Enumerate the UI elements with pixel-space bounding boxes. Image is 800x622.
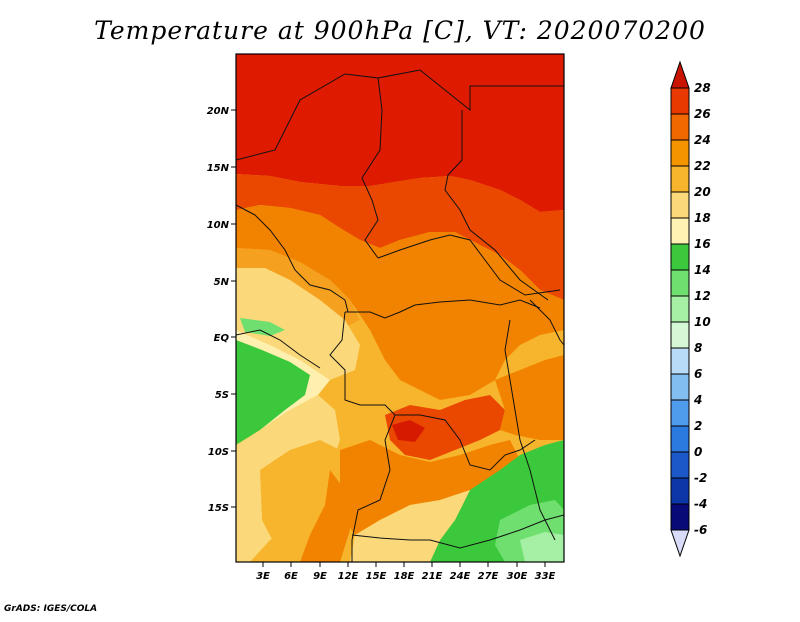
lon-ticks — [262, 562, 546, 567]
map-frame — [235, 53, 565, 563]
border-west-sahel — [236, 73, 383, 259]
lon-label: 18E — [394, 571, 415, 582]
colorbar-box — [670, 243, 690, 271]
zone-20-22-south — [260, 440, 345, 545]
zone-28-central — [392, 420, 425, 442]
border-equatorial — [345, 299, 541, 319]
colorbar-boxes — [670, 87, 690, 531]
colorbar-box — [670, 87, 690, 115]
colorbar-box — [670, 191, 690, 219]
colorbar-label: 18 — [694, 211, 711, 225]
border-car — [377, 234, 561, 296]
border-nigeria-cameroon — [236, 204, 349, 313]
zone-10-12-southeast — [520, 532, 564, 562]
zone-26-28 — [236, 174, 564, 300]
temperature-field — [236, 54, 564, 562]
colorbar-box — [670, 217, 690, 245]
lon-label: 21E — [422, 571, 443, 582]
lon-label: 6E — [284, 571, 298, 582]
border-gabon — [236, 329, 321, 369]
lon-label: 30E — [507, 571, 528, 582]
colorbar-box — [670, 373, 690, 401]
lat-ticks — [231, 109, 236, 508]
border-north — [377, 69, 564, 112]
lon-label: 9E — [313, 571, 327, 582]
footer-credit: GrADS: IGES/COLA — [4, 604, 98, 614]
zone-14-16-west — [236, 340, 310, 445]
colorbar-label: 0 — [694, 445, 702, 459]
colorbar-label: 8 — [694, 341, 702, 355]
zone-24-south — [340, 440, 520, 535]
colorbar-label: -6 — [694, 523, 707, 537]
lon-label: 33E — [535, 571, 556, 582]
zone-24-southwest — [300, 470, 350, 562]
lat-label: 10N — [207, 220, 230, 231]
border-east-africa — [529, 299, 564, 346]
zone-18-20 — [236, 268, 360, 380]
colorbar-box — [670, 425, 690, 453]
colorbar-box — [670, 139, 690, 167]
zone-18-20-southcentral — [350, 490, 470, 562]
lat-label: 5N — [214, 277, 230, 288]
colorbar-label: -2 — [694, 471, 707, 485]
lat-label: EQ — [214, 333, 230, 344]
lat-label: 15S — [208, 503, 229, 514]
colorbar-label: 14 — [694, 263, 711, 277]
border-drc-zambia — [395, 414, 536, 471]
zone-26-28-central — [385, 395, 505, 460]
lat-label: 15N — [207, 163, 230, 174]
lat-label: 20N — [207, 106, 230, 117]
colorbar-label: 24 — [694, 133, 711, 147]
colorbar-box — [670, 165, 690, 193]
lat-labels: 20N 15N 10N 5N EQ 5S 10S 15S — [207, 106, 230, 514]
colorbar-label: 12 — [694, 289, 711, 303]
lon-label: 12E — [338, 571, 359, 582]
border-south — [429, 514, 564, 549]
colorbar-bottom-arrow — [670, 529, 690, 558]
colorbar-label: -4 — [694, 497, 707, 511]
lon-labels: 3E 6E 9E 12E 15E 18E 21E 24E 27E 30E 33E — [256, 571, 555, 582]
lon-label: 27E — [478, 571, 499, 582]
colorbar-box — [670, 269, 690, 297]
lat-label: 10S — [208, 447, 229, 458]
country-borders — [236, 69, 564, 562]
border-angola — [329, 311, 396, 562]
colorbar-box — [670, 451, 690, 479]
border-lakes — [504, 319, 556, 541]
colorbar-label: 16 — [694, 237, 711, 251]
lon-label: 24E — [450, 571, 471, 582]
colorbar-box — [670, 295, 690, 323]
colorbar-box — [670, 113, 690, 141]
colorbar-box — [670, 399, 690, 427]
colorbar-label: 22 — [694, 159, 711, 173]
colorbar-top-arrow — [670, 60, 690, 89]
border-namibia — [351, 534, 430, 541]
colorbar-label: 28 — [694, 81, 711, 95]
colorbar-label: 2 — [694, 419, 702, 433]
colorbar-label: 10 — [694, 315, 711, 329]
zone-28-plus — [236, 54, 564, 212]
colorbar-box — [670, 321, 690, 349]
lat-label: 5S — [215, 390, 229, 401]
colorbar-label: 4 — [693, 393, 702, 407]
colorbar-box — [670, 477, 690, 505]
colorbar-box — [670, 503, 690, 531]
lon-label: 3E — [256, 571, 270, 582]
colorbar-label: 26 — [694, 107, 711, 121]
zone-24-26 — [236, 205, 564, 400]
zone-24-26-east — [495, 355, 564, 440]
colorbar-label: 6 — [694, 367, 702, 381]
border-chad-sudan — [444, 110, 549, 301]
map-title: Temperature at 900hPa [C], VT: 202007020… — [94, 16, 706, 45]
lon-label: 15E — [366, 571, 387, 582]
colorbar-label: 20 — [694, 185, 711, 199]
colorbar-box — [670, 347, 690, 375]
